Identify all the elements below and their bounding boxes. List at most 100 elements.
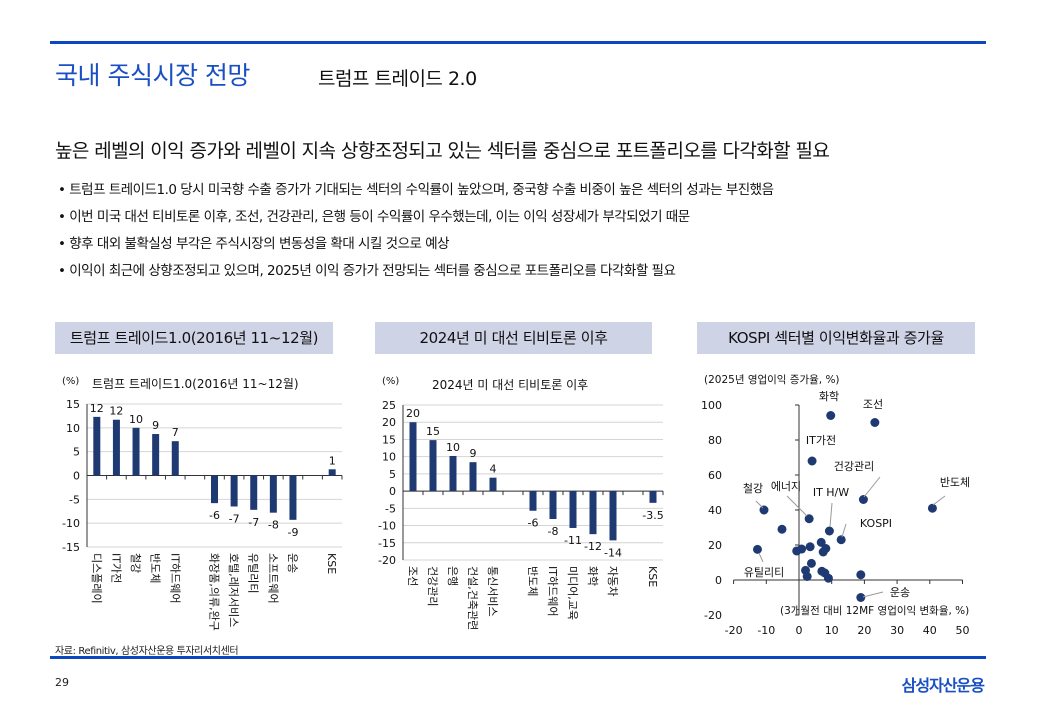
bar [589,491,597,535]
leader-line [863,476,881,498]
y-tick-label: 0 [715,574,722,587]
y-axis-title: (2025년 영업이익 증가율, %) [704,373,840,386]
x-category-label: 자동차 [606,566,619,596]
bar [289,475,297,520]
y-tick-label: -10 [62,517,80,530]
data-label: -7 [248,516,259,529]
bar [489,477,497,492]
y-tick-label: 20 [708,539,722,552]
data-label: -3.5 [642,509,663,522]
x-category-label: 조선 [406,566,419,586]
leader-line [862,591,884,598]
x-category-label: 철강 [129,553,142,573]
x-category-label: IT하드웨어 [168,553,182,603]
x-category-label: 건강관리 [426,566,439,606]
page-number: 29 [55,676,69,689]
x-category-label: 운송 [286,553,299,573]
point-label: 에너지 [771,480,801,493]
y-tick-label: -20 [378,554,396,567]
chart2-header: 2024년 미 대선 티비토론 이후 [375,322,652,354]
x-category-label: 디스플레이 [90,553,103,604]
scatter-point [927,503,937,513]
y-tick-label: 80 [708,434,722,447]
chart-title: 트럼프 트레이드1.0(2016년 11~12월) [92,377,299,391]
chart3-header: KOSPI 섹터별 이익변화율과 증가율 [697,322,975,354]
scatter-point [818,547,828,557]
x-category-label: 은행 [446,566,459,586]
point-label: IT가전 [806,434,836,447]
data-label: 12 [109,405,123,418]
bullet-item: 향후 대외 불확실성 부각은 주식시장의 변동성을 확대 시킬 것으로 예상 [58,232,449,252]
x-tick-label: 20 [857,624,871,637]
data-label: 10 [446,441,460,454]
x-axis-title: (3개월전 대비 12MF 영업이익 변화율, %) [780,604,969,617]
leader-line [829,502,833,528]
x-category-label: 소프트웨어 [266,553,279,604]
point-label: IT H/W [813,486,849,499]
y-tick-label: 5 [73,446,80,459]
bar [529,491,537,511]
y-tick-label: -5 [69,493,80,506]
data-label: 15 [426,425,440,438]
x-category-label: 반도체 [526,566,539,596]
bar [171,441,179,476]
y-tick-label: 5 [389,468,396,481]
page-subtitle: 트럼프 트레이드 2.0 [318,68,477,90]
scatter-point [836,535,846,545]
bar [93,416,101,476]
scatter-point [807,456,817,466]
x-tick-label: 30 [890,624,904,637]
x-category-label: 건설,건축관련 [466,566,479,630]
scatter-point [805,542,815,552]
scatter-point [856,570,866,580]
scatter-point [752,544,762,554]
scatter-point [824,526,834,536]
data-label: 4 [490,463,497,476]
scatter-point [759,505,769,515]
bullet-item: 트럼프 트레이드1.0 당시 미국향 수출 증가가 기대되는 섹터의 수익률이 … [58,178,774,198]
scatter-point [802,572,812,581]
point-label: 운송 [890,586,910,599]
y-tick-label: -15 [62,541,80,554]
x-category-label: 화학 [586,566,599,586]
source-note: 자료: Refinitiv, 삼성자산운용 투자리서치센터 [55,646,239,657]
bar [230,475,238,507]
x-category-label: 통신서비스 [486,566,499,617]
chart-title: 2024년 미 대선 티비토론 이후 [432,378,588,392]
x-category-label: KSE [325,553,338,574]
scatter-point [806,558,816,568]
bar [112,419,120,476]
bar [549,491,557,520]
y-tick-label: 10 [382,451,396,464]
bottom-rule [50,656,986,659]
leader-line [786,495,808,517]
point-label: 유틸리티 [744,566,784,579]
leader-line [758,552,764,563]
y-tick-label: 60 [708,469,722,482]
headline: 높은 레벨의 이익 증가와 레벨이 지속 상향조정되고 있는 섹터를 중심으로 … [55,140,830,162]
bar [409,422,417,492]
x-category-label: 반도체 [149,553,162,583]
leader-line [841,523,847,538]
bar [132,427,140,476]
data-label: 7 [172,426,179,439]
y-tick-label: -15 [378,537,396,550]
x-category-label: IT하드웨어 [546,566,560,616]
point-label: 조선 [863,398,883,411]
data-label: -14 [604,546,622,559]
x-category-label: 호텔,레저서비스 [227,553,240,627]
y-tick-label: 100 [701,399,722,412]
bar [250,475,258,510]
leader-line [755,500,764,509]
data-label: -6 [209,509,220,522]
y-tick-label: 25 [382,399,396,412]
data-label: -8 [268,519,279,532]
y-tick-label: 40 [708,504,722,517]
bar [469,462,477,492]
data-label: -7 [229,512,240,525]
y-tick-label: 15 [382,433,396,446]
data-label: -12 [584,540,602,553]
scatter-point [870,418,880,427]
y-axis-unit: (%) [382,376,399,387]
x-category-label: 미디어,교육 [566,566,579,620]
